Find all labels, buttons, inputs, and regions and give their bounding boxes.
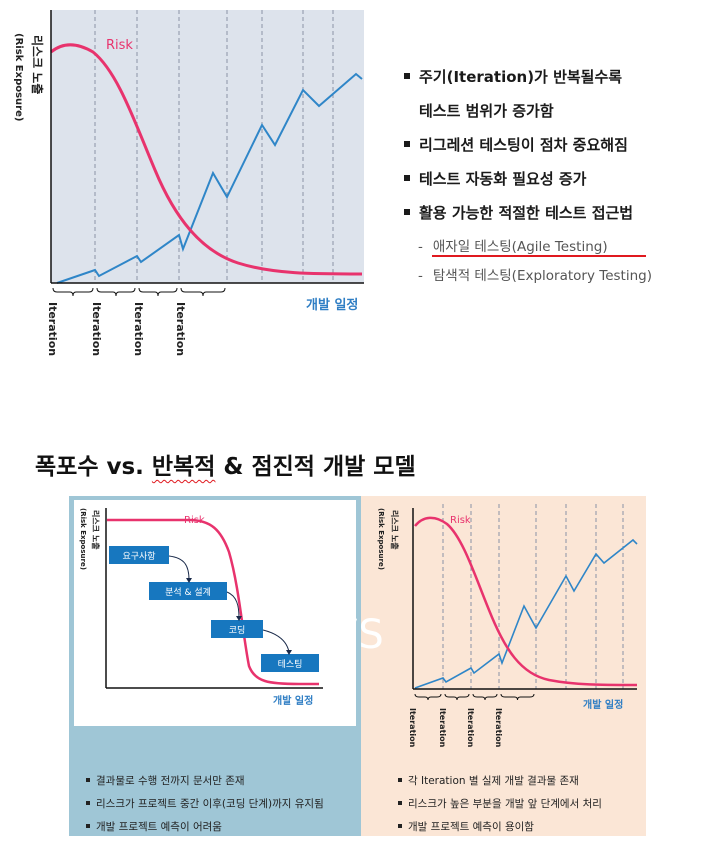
- waterfall-chart-bg: [74, 500, 356, 726]
- step-box-testing: [261, 654, 319, 672]
- section-title-squiggle-word: 반복적: [151, 454, 216, 480]
- iterative-risk-label: Risk: [450, 515, 471, 526]
- iteration-brace: [138, 287, 178, 297]
- iteration-label: Iteration: [132, 302, 145, 356]
- y-axis-label: 리스크 노출: [30, 35, 45, 94]
- iteration-brace: [500, 693, 535, 701]
- step-arrows: [168, 555, 290, 653]
- iterative-braces: Iteration Iteration Iteration Iteration: [408, 693, 535, 748]
- iteration-label: Iteration: [466, 708, 475, 748]
- iteration-label: Iteration: [174, 302, 187, 356]
- step-label-coding: 코딩: [229, 625, 246, 636]
- iterative-note: 리스크가 높은 부분을 개발 앞 단계에서 처리: [398, 796, 602, 811]
- progress-line: [56, 72, 363, 284]
- step-label-testing: 테스팅: [278, 659, 303, 670]
- iteration-brace: [52, 287, 94, 297]
- bullet-item: 주기(Iteration)가 반복될수록: [404, 66, 622, 87]
- waterfall-x-label: 개발 일정: [273, 694, 313, 707]
- section-title: 폭포수 vs. 반복적 & 점진적 개발 모델: [35, 454, 416, 480]
- iterative-note: 개발 프로젝트 예측이 용이함: [398, 819, 534, 834]
- iterative-note: 각 Iteration 별 실제 개발 결과물 존재: [398, 773, 579, 788]
- agile-underline: [432, 255, 646, 257]
- iterative-y-sublabel: (Risk Exposure): [377, 508, 385, 570]
- step-box-design: [149, 582, 227, 600]
- iterative-dividers: [442, 504, 624, 689]
- waterfall-chart: Risk 리스크 노출 (Risk Exposure) 개발 일정 요구사항 분…: [74, 500, 356, 726]
- iteration-label: Iteration: [438, 708, 447, 748]
- iterative-risk-curve: [414, 516, 638, 687]
- iterative-progress-line: [414, 538, 638, 689]
- top-risk-chart: Risk 리스크 노출 (Risk Exposure) 개발 일정 Iterat…: [13, 10, 364, 356]
- iterative-chart: Risk 리스크 노출 (Risk Exposure) 개발 일정 Iterat…: [377, 504, 638, 748]
- iteration-brace: [472, 693, 498, 701]
- iterative-x-label: 개발 일정: [583, 698, 623, 711]
- step-label-requirements: 요구사항: [122, 551, 155, 562]
- step-label-design: 분석 & 설계: [165, 586, 211, 598]
- waterfall-note: 리스크가 프로젝트 중간 이후(코딩 단계)까지 유지됨: [86, 796, 324, 811]
- waterfall-y-sublabel: (Risk Exposure): [79, 508, 87, 570]
- step-box-coding: [211, 620, 263, 638]
- iteration-label: Iteration: [46, 302, 59, 356]
- waterfall-risk-curve: [107, 518, 319, 686]
- vs-label: VS: [330, 612, 385, 658]
- iteration-label: Iteration: [90, 302, 103, 356]
- step-box-requirements: [109, 546, 169, 564]
- waterfall-note: 개발 프로젝트 예측이 어려움: [86, 819, 222, 834]
- risk-curve: [50, 43, 363, 276]
- sub-bullet-exploratory: - 탐색적 테스팅(Exploratory Testing): [418, 268, 652, 284]
- step-arrowheads: [186, 578, 292, 655]
- risk-label: Risk: [106, 38, 133, 53]
- x-axis-label: 개발 일정: [306, 297, 358, 313]
- iteration-dividers: [94, 10, 334, 283]
- iteration-label: Iteration: [494, 708, 503, 748]
- bullet-item: 활용 가능한 적절한 테스트 접근법: [404, 202, 633, 223]
- iteration-brace: [180, 287, 226, 297]
- iterative-y-label: 리스크 노출: [390, 510, 400, 550]
- sub-bullet-agile: - 애자일 테스팅(Agile Testing): [418, 239, 608, 255]
- iteration-braces: Iteration Iteration Iteration Iteration: [46, 287, 226, 356]
- bullet-item: 테스트 자동화 필요성 증가: [404, 168, 586, 189]
- waterfall-note: 결과물로 수행 전까지 문서만 존재: [86, 773, 245, 788]
- iteration-brace: [96, 287, 136, 297]
- bullet-item: 리그레션 테스팅이 점차 중요해짐: [404, 134, 628, 155]
- waterfall-risk-label: Risk: [184, 515, 205, 526]
- iteration-label: Iteration: [408, 708, 417, 748]
- top-chart-background: [51, 10, 364, 283]
- iteration-brace: [444, 693, 470, 701]
- y-axis-sublabel: (Risk Exposure): [13, 33, 24, 121]
- iteration-brace: [414, 693, 442, 701]
- iterative-panel: [361, 496, 646, 836]
- waterfall-y-label: 리스크 노출: [91, 510, 101, 550]
- bullet-item-continued: 테스트 범위가 증가함: [419, 102, 554, 120]
